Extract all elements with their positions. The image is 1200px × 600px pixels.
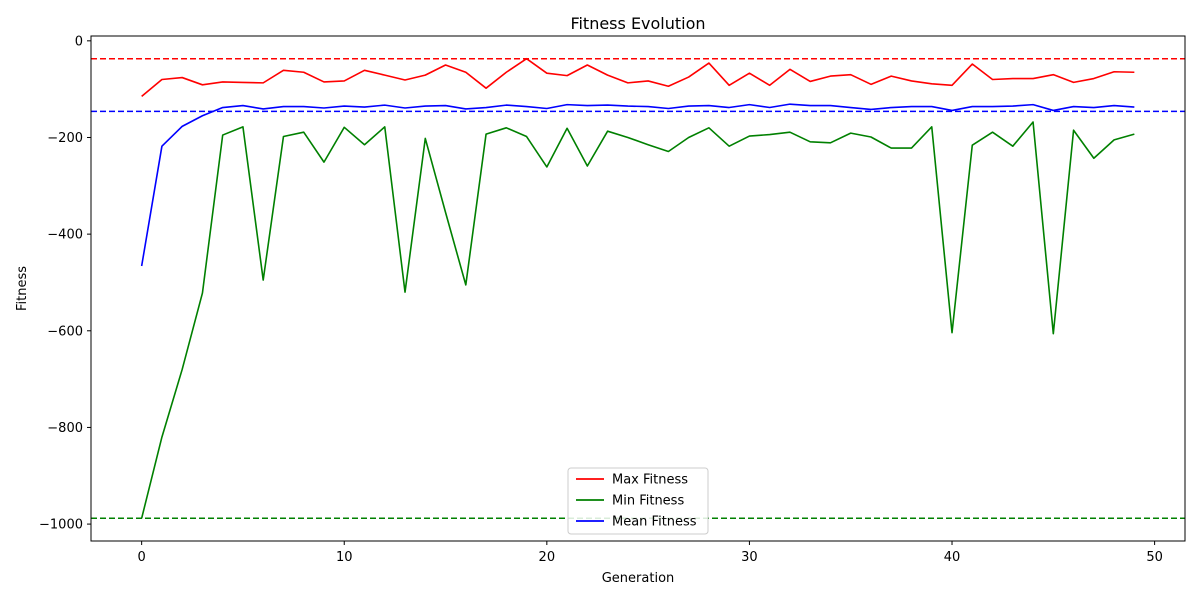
- x-axis-label: Generation: [602, 571, 675, 586]
- plot-frame: [90, 35, 1186, 542]
- legend-entry: Mean Fitness: [612, 515, 697, 530]
- series-line-min-fitness: [140, 121, 1135, 519]
- x-tick-label: 0: [138, 550, 146, 565]
- legend: Max Fitness Min Fitness Mean Fitness: [567, 467, 709, 535]
- y-axis-label: Fitness: [15, 266, 30, 311]
- series-line-mean-fitness: [140, 103, 1135, 267]
- y-tick-label: −600: [47, 324, 83, 339]
- x-tick-label: 30: [741, 550, 758, 565]
- y-tick-label: −400: [47, 228, 83, 243]
- axis-ticks: 0 10 20 30 40 50 0 −200 −400 −600 −800 −1000: [39, 34, 1163, 565]
- series-line-max-fitness: [141, 57, 1135, 98]
- legend-entry: Min Fitness: [612, 494, 684, 509]
- y-tick-label: −1000: [39, 518, 83, 533]
- plot-area: [91, 57, 1185, 520]
- x-tick-label: 20: [539, 550, 556, 565]
- legend-box: [567, 467, 709, 535]
- x-tick-label: 40: [944, 550, 961, 565]
- chart-title: Fitness Evolution: [570, 14, 705, 33]
- y-tick-label: −800: [47, 421, 83, 436]
- y-tick-label: 0: [75, 34, 83, 49]
- x-tick-label: 10: [336, 550, 353, 565]
- x-tick-label: 50: [1146, 550, 1163, 565]
- legend-entry: Max Fitness: [612, 473, 688, 488]
- y-tick-label: −200: [47, 131, 83, 146]
